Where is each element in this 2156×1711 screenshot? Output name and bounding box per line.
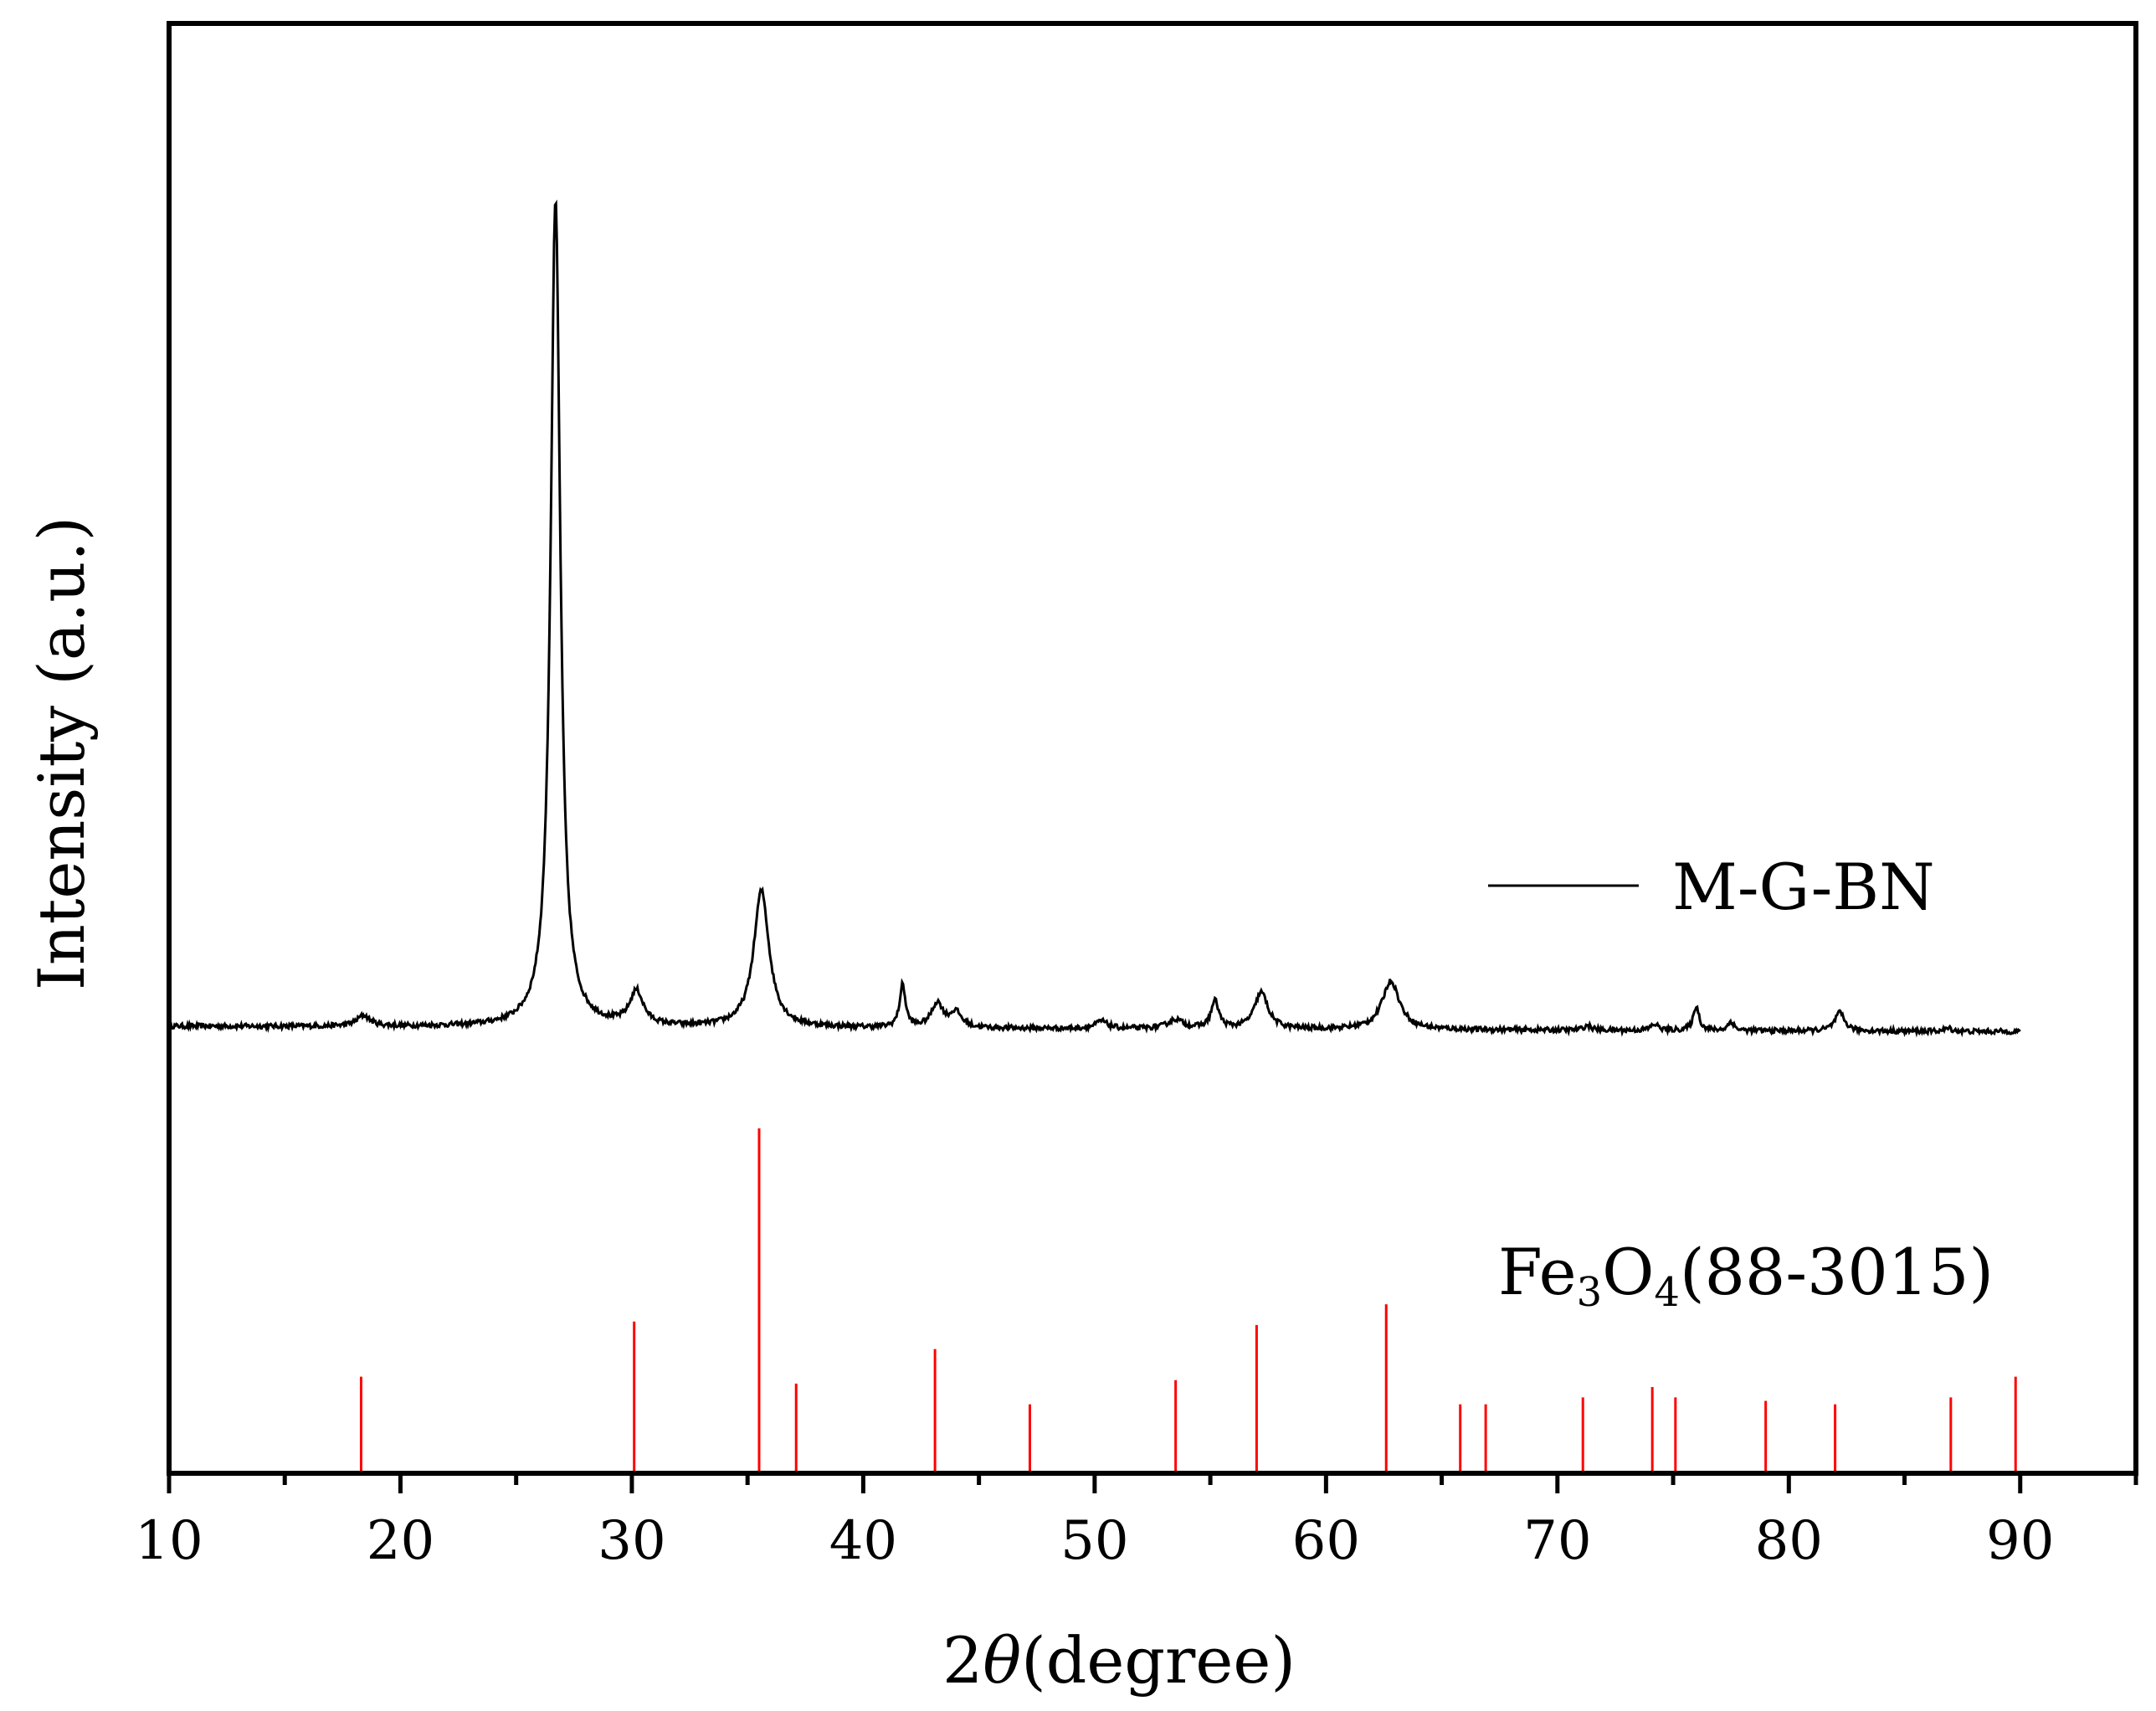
plot-frame: [167, 21, 2138, 1476]
x-axis-label-prefix: 2: [942, 1623, 983, 1698]
reference-label-subscript-4: 4: [1654, 1269, 1680, 1316]
x-tick-label: 20: [367, 1510, 434, 1572]
x-axis-label-symbol: θ: [983, 1623, 1021, 1698]
x-tick-label: 70: [1523, 1510, 1591, 1572]
reference-label-card-number: (88-3015): [1680, 1235, 1994, 1309]
x-axis-label: 2θ(degree): [942, 1623, 1296, 1698]
x-tick-label: 50: [1060, 1510, 1128, 1572]
reference-label-element-o: O: [1602, 1235, 1654, 1309]
reference-label-subscript-3: 3: [1577, 1269, 1603, 1316]
y-axis-label: Intensity (a.u.): [24, 516, 99, 990]
x-tick-label: 40: [829, 1510, 897, 1572]
x-tick-label: 10: [135, 1510, 203, 1572]
reference-lines: [359, 1128, 2017, 1473]
x-tick-label: 80: [1755, 1510, 1823, 1572]
x-tick-label: 30: [598, 1510, 665, 1572]
x-axis-ticks: 10 20 30 40 50 60 70 80 90: [135, 1473, 2138, 1572]
legend: M-G-BN: [1488, 850, 1935, 924]
reference-label-element-fe: Fe: [1498, 1235, 1577, 1309]
x-tick-label: 90: [1986, 1510, 2054, 1572]
x-tick-label: 60: [1292, 1510, 1360, 1572]
reference-label: Fe3O4(88-3015): [1498, 1235, 1994, 1316]
legend-label-m-g-bn: M-G-BN: [1672, 850, 1935, 924]
x-axis-label-suffix: (degree): [1021, 1623, 1296, 1698]
series-line-m-g-bn: [167, 199, 2021, 1038]
